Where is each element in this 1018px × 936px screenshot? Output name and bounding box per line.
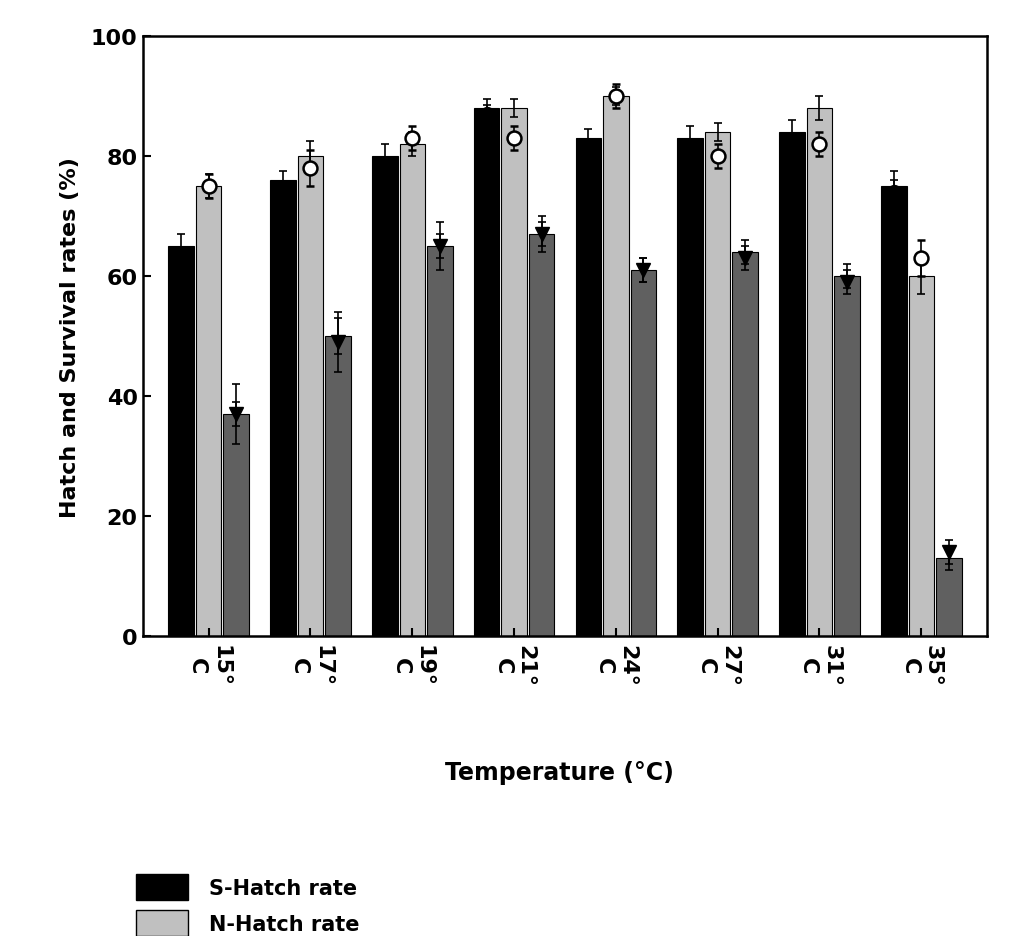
Bar [908, 277, 934, 636]
Bar [270, 182, 295, 636]
Bar [168, 247, 193, 636]
Bar [881, 187, 906, 636]
Bar [603, 97, 628, 636]
Bar [427, 247, 452, 636]
Bar [704, 133, 730, 636]
Bar [575, 139, 601, 636]
Text: Temperature (°C): Temperature (°C) [446, 760, 674, 784]
Bar [528, 235, 554, 636]
Bar [297, 157, 323, 636]
Bar [936, 559, 961, 636]
Bar [780, 133, 804, 636]
Y-axis label: Hatch and Survival rates (%): Hatch and Survival rates (%) [60, 156, 79, 518]
Bar [473, 110, 499, 636]
Legend: S-Hatch rate, N-Hatch rate, K-Hatch rate, S-Survival rate, N-Survival rate, K-Su: S-Hatch rate, N-Hatch rate, K-Hatch rate… [136, 874, 387, 936]
Bar [325, 337, 350, 636]
Bar [678, 139, 702, 636]
Bar [399, 145, 425, 636]
Bar [834, 277, 859, 636]
Bar [732, 253, 757, 636]
Bar [223, 415, 248, 636]
Bar [195, 187, 221, 636]
Bar [806, 110, 832, 636]
Bar [630, 271, 656, 636]
Bar [501, 110, 527, 636]
Bar [372, 157, 397, 636]
